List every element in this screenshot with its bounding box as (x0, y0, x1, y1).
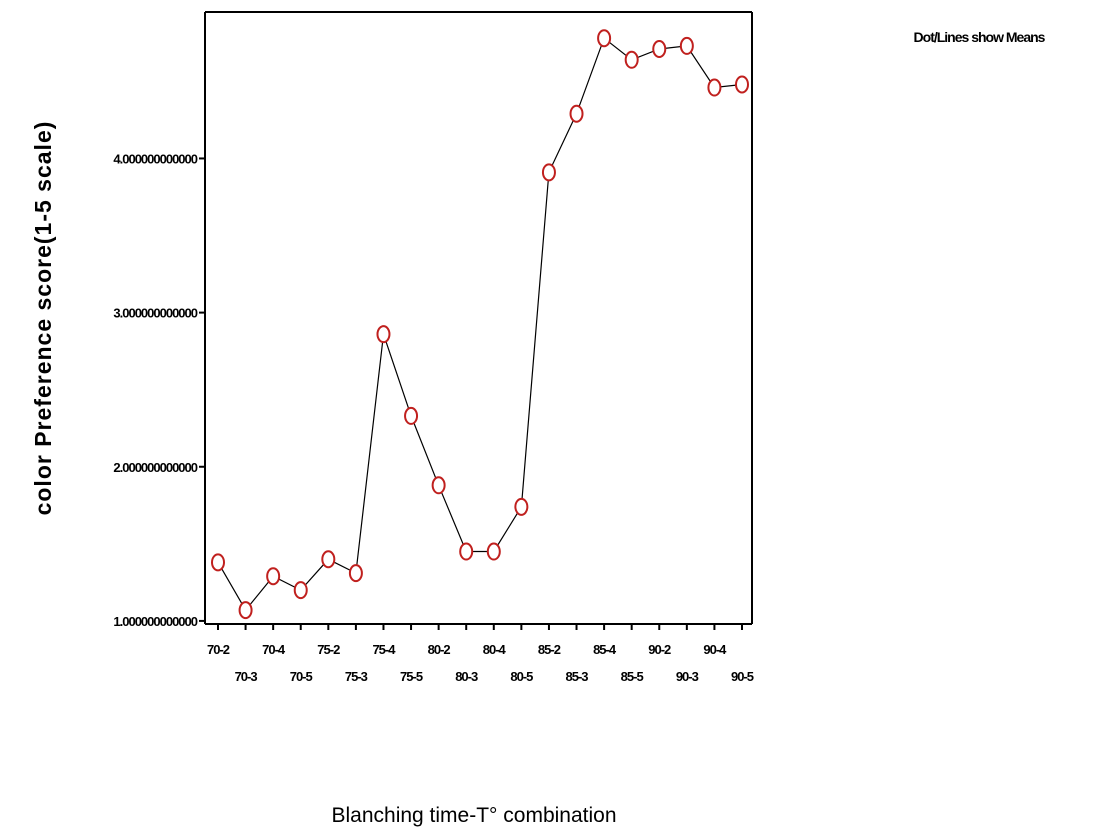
x-tick-label: 80-4 (483, 642, 507, 657)
data-point-marker (652, 39, 667, 58)
data-point-marker (348, 564, 363, 583)
data-point-marker (266, 567, 281, 586)
data-point-marker (321, 550, 336, 569)
axes (204, 11, 753, 625)
y-tick-label: 2.000000000000 (113, 460, 197, 475)
data-point-marker (293, 581, 308, 600)
x-axis-label: Blanching time-T° combination (331, 804, 616, 827)
data-point-marker (486, 542, 501, 561)
x-tick-label: 70-5 (290, 669, 313, 684)
x-tick-label: 85-4 (593, 642, 617, 657)
y-ticks: 1.000000000000 2.000000000000 3.0000000000… (113, 151, 205, 629)
data-point-marker (597, 29, 612, 48)
y-tick-label: 1.000000000000 (113, 614, 197, 629)
data-point-marker (569, 104, 584, 123)
data-point-marker (707, 78, 722, 97)
data-point-marker (211, 553, 225, 572)
x-tick-label: 75-5 (400, 669, 423, 684)
y-axis-label: color Preference score(1-5 scale) (30, 121, 56, 516)
x-tick-label: 80-3 (455, 669, 478, 684)
data-point-marker (679, 36, 694, 55)
x-tick-label: 90-2 (648, 642, 671, 657)
data-point-marker (459, 542, 474, 561)
x-tick-label: 75-2 (317, 642, 340, 657)
x-tick-label: 85-2 (538, 642, 561, 657)
data-point-marker (541, 163, 556, 182)
data-point-marker (624, 50, 639, 69)
data-point-marker (238, 601, 253, 620)
chart-annotation: Dot/Lines show Means (914, 29, 1046, 45)
data-point-marker (514, 497, 529, 516)
x-ticks: 70-2 70-3 70-4 70-5 75-2 75-3 75-4 75-5 80-2 80-3… (207, 624, 755, 684)
y-tick-label: 4.000000000000 (113, 151, 197, 166)
x-tick-label: 70-2 (207, 642, 230, 657)
x-tick-label: 90-5 (731, 669, 754, 684)
series-line (217, 37, 743, 612)
data-point-marker (735, 75, 749, 94)
data-point-marker (404, 406, 419, 425)
x-tick-label: 80-5 (510, 669, 533, 684)
x-tick-label: 75-3 (345, 669, 368, 684)
x-tick-label: 80-2 (428, 642, 451, 657)
x-tick-label: 85-3 (566, 669, 589, 684)
x-tick-label: 70-4 (262, 642, 286, 657)
x-tick-label: 70-3 (235, 669, 258, 684)
data-point-marker (431, 476, 446, 495)
x-tick-label: 90-3 (676, 669, 699, 684)
x-tick-label: 90-4 (703, 642, 727, 657)
x-tick-label: 85-5 (621, 669, 644, 684)
y-tick-label: 3.000000000000 (113, 306, 197, 321)
series (211, 29, 749, 620)
data-point-marker (376, 325, 391, 344)
x-tick-label: 75-4 (372, 642, 396, 657)
